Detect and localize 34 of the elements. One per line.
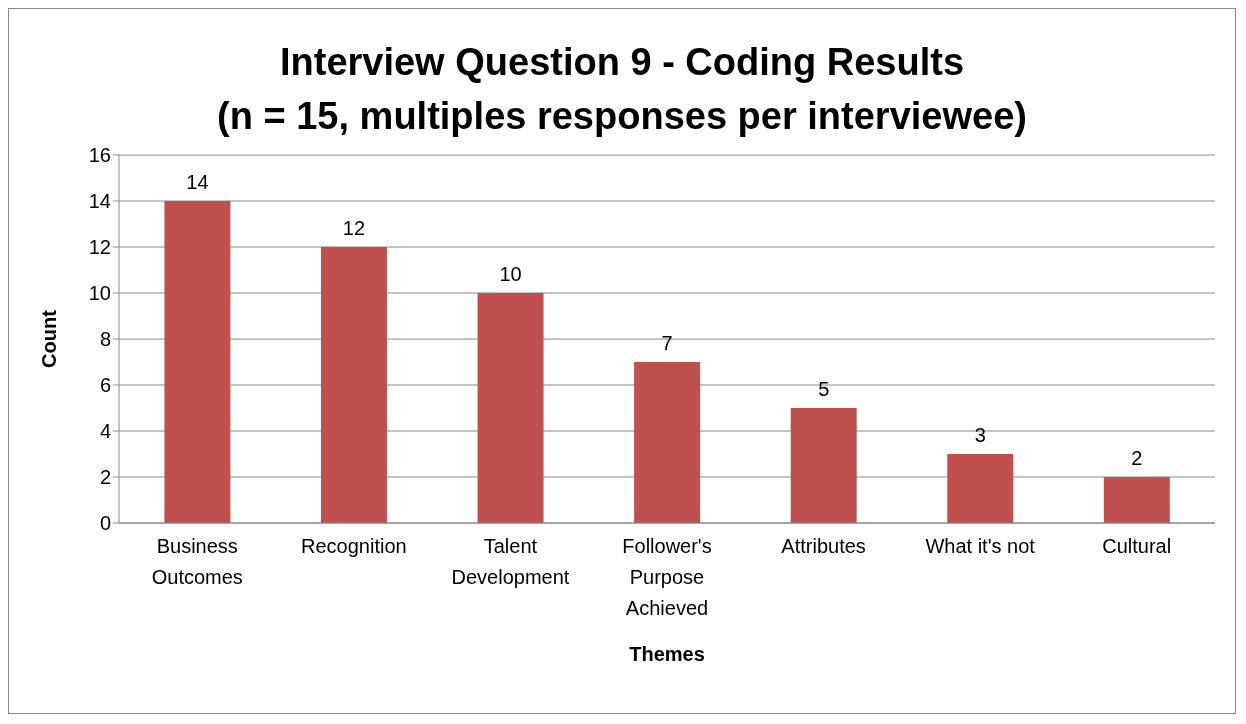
data-label: 2 bbox=[1131, 447, 1143, 469]
y-tick-label: 4 bbox=[99, 420, 111, 443]
data-label: 14 bbox=[186, 171, 209, 193]
bar bbox=[477, 293, 544, 523]
y-tick-label: 12 bbox=[88, 236, 111, 259]
y-tick-label: 16 bbox=[88, 144, 111, 167]
bar bbox=[320, 247, 387, 523]
x-tick-label: Business Outcomes bbox=[151, 535, 243, 588]
x-tick-label: Recognition bbox=[301, 535, 407, 557]
chart-subtitle: (n = 15, multiples responses per interviewee) bbox=[216, 94, 1028, 139]
data-label: 5 bbox=[818, 378, 830, 400]
x-tick-label: What it's not bbox=[925, 535, 1036, 557]
y-tick-label: 14 bbox=[88, 190, 111, 213]
bar bbox=[947, 454, 1014, 523]
y-tick-label: 10 bbox=[88, 282, 111, 305]
x-tick-label: Attributes bbox=[781, 535, 866, 557]
bar bbox=[790, 408, 857, 523]
y-tick-label: 2 bbox=[99, 466, 111, 489]
data-label: 3 bbox=[974, 424, 986, 446]
x-tick-label: Follower's Purpose Achieved bbox=[622, 535, 712, 619]
bar bbox=[1103, 477, 1170, 523]
x-axis-title: Themes bbox=[629, 643, 705, 665]
y-tick-label: 6 bbox=[99, 374, 111, 397]
chart-title: Interview Question 9 - Coding Results bbox=[278, 40, 966, 85]
data-label: 12 bbox=[342, 217, 366, 239]
data-label: 10 bbox=[499, 263, 522, 285]
y-axis-title: Count bbox=[38, 309, 61, 368]
bar bbox=[164, 201, 231, 523]
data-label: 7 bbox=[661, 332, 673, 354]
y-tick-label: 8 bbox=[99, 328, 111, 351]
y-tick-label: 0 bbox=[99, 512, 111, 535]
x-tick-label: Talent Development bbox=[451, 535, 570, 588]
bar bbox=[634, 362, 701, 523]
x-tick-label: Cultural bbox=[1102, 535, 1172, 557]
